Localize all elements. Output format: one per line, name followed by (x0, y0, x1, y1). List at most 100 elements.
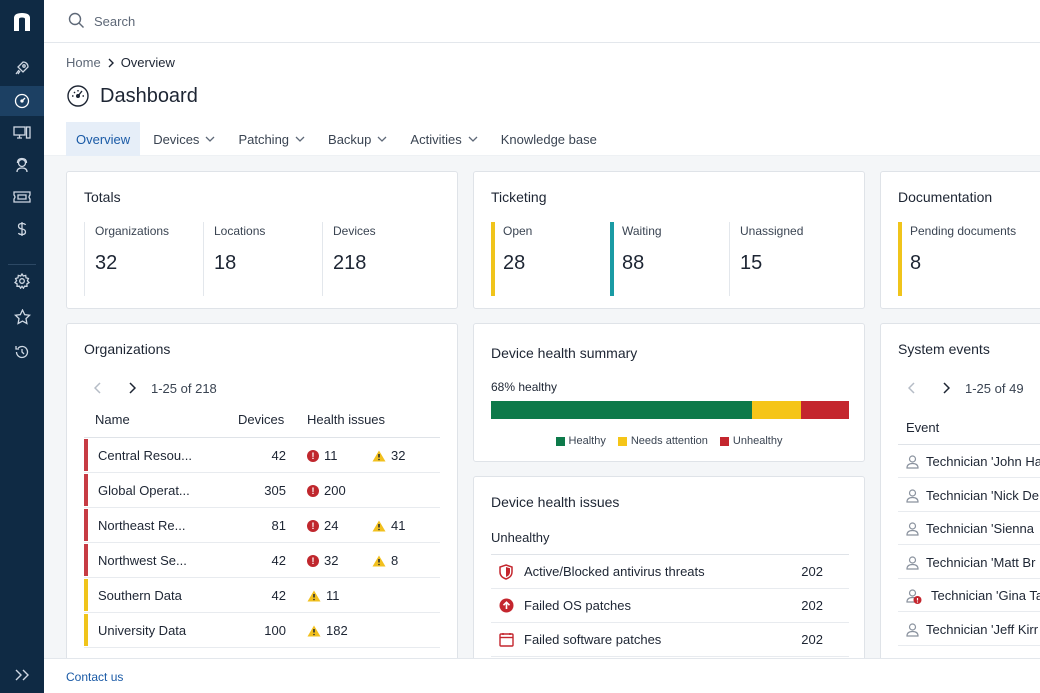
issue-count: 202 (801, 598, 823, 613)
contact-us-link[interactable]: Contact us (66, 670, 124, 684)
critical-issues[interactable]: ! 24 (307, 518, 338, 533)
rocket-icon[interactable] (0, 53, 44, 83)
warning-issues[interactable]: 11 (307, 588, 340, 603)
tab-backup[interactable]: Backup (318, 122, 397, 156)
stat-label: Pending documents (910, 224, 1017, 238)
org-name[interactable]: Southern Data (98, 588, 182, 603)
brand-logo[interactable] (0, 0, 44, 44)
system-events-title: System events (898, 341, 990, 357)
stat-pending-documents[interactable]: Pending documents 8 (898, 222, 1040, 296)
column-name[interactable]: Name (95, 412, 130, 427)
health-legend: Healthy Needs attention Unhealthy (474, 435, 864, 447)
sidebar-divider (8, 264, 36, 265)
legend-item: Needs attention (617, 435, 708, 447)
table-row[interactable]: Northeast Re... 81 ! 24 41 (84, 508, 440, 543)
tab-patching[interactable]: Patching (228, 122, 315, 156)
organizations-pager: 1-25 of 218 (87, 377, 217, 399)
warning-issues[interactable]: 182 (307, 623, 348, 638)
ticket-icon[interactable] (0, 182, 44, 212)
health-segment-needs-attention[interactable] (752, 401, 801, 419)
stat-waiting[interactable]: Waiting 88 (610, 222, 728, 296)
org-device-count: 305 (264, 483, 286, 498)
legend-swatch (555, 436, 565, 446)
org-name[interactable]: Northeast Re... (98, 518, 186, 533)
legend-item: Unhealthy (719, 435, 782, 447)
health-segment-unhealthy[interactable] (800, 401, 849, 419)
issue-label: Failed software patches (524, 632, 662, 647)
warning-issues[interactable]: 41 (372, 518, 405, 533)
documentation-card: Documentation Pending documents 8 (880, 171, 1040, 309)
stat-organizations[interactable]: Organizations 32 (84, 222, 202, 296)
list-item[interactable]: Technician 'Gina Ta (898, 579, 1040, 612)
status-accent (84, 579, 88, 611)
user-icon (906, 488, 919, 503)
stat-open[interactable]: Open 28 (491, 222, 609, 296)
chevron-right-icon (108, 58, 114, 67)
list-item[interactable]: Technician 'Matt Br (898, 546, 1040, 579)
dashboard-icon[interactable] (0, 86, 44, 116)
unhealthy-subtitle: Unhealthy (491, 530, 550, 545)
critical-issues[interactable]: ! 200 (307, 483, 346, 498)
org-name[interactable]: Central Resou... (98, 448, 192, 463)
critical-issues[interactable]: ! 32 (307, 553, 338, 568)
prev-page-icon[interactable] (901, 377, 923, 399)
device-health-issues-title: Device health issues (491, 494, 620, 510)
breadcrumb-home[interactable]: Home (66, 55, 101, 70)
tab-devices[interactable]: Devices (143, 122, 225, 156)
search-input[interactable] (94, 10, 494, 32)
warning-icon (307, 625, 321, 636)
issue-row-antivirus[interactable]: Active/Blocked antivirus threats 202 (491, 555, 849, 589)
issue-row-os-patches[interactable]: Failed OS patches 202 (491, 589, 849, 623)
stat-label: Devices (333, 224, 376, 238)
history-icon[interactable] (0, 337, 44, 367)
issue-label: Active/Blocked antivirus threats (524, 564, 705, 579)
table-row[interactable]: University Data 100 182 (84, 613, 440, 648)
favorites-star-icon[interactable] (0, 302, 44, 332)
tab-overview[interactable]: Overview (66, 122, 141, 156)
issue-row-software-patches[interactable]: Failed software patches 202 (491, 623, 849, 657)
column-devices[interactable]: Devices (238, 412, 285, 427)
org-name[interactable]: Northwest Se... (98, 553, 187, 568)
footer: Contact us (44, 658, 1040, 693)
chevron-down-icon (377, 136, 387, 142)
settings-gear-icon[interactable] (0, 266, 44, 296)
warning-issues[interactable]: 8 (372, 553, 398, 568)
devices-icon[interactable] (0, 118, 44, 148)
stat-devices[interactable]: Devices 218 (322, 222, 440, 296)
table-row[interactable]: Global Operat... 305 ! 200 (84, 473, 440, 508)
next-page-icon[interactable] (121, 377, 143, 399)
prev-page-icon[interactable] (87, 377, 109, 399)
health-segment-healthy[interactable] (491, 401, 753, 419)
list-item[interactable]: Technician 'Jeff Kirr (898, 613, 1040, 646)
health-stacked-bar[interactable] (491, 401, 849, 419)
chevron-down-icon (205, 136, 215, 142)
next-page-icon[interactable] (935, 377, 957, 399)
expand-sidebar-icon[interactable] (0, 660, 44, 690)
billing-dollar-icon[interactable] (0, 214, 44, 244)
warning-issues[interactable]: 32 (372, 448, 405, 463)
column-event[interactable]: Event (906, 420, 940, 435)
org-name[interactable]: University Data (98, 623, 187, 638)
list-item[interactable]: Technician 'John Ha (898, 445, 1040, 478)
table-row[interactable]: Northwest Se... 42 ! 32 8 (84, 543, 440, 578)
list-item[interactable]: Technician 'Sienna (898, 512, 1040, 545)
ticketing-title: Ticketing (491, 189, 547, 205)
organizations-table: Name Devices Health issues Central Resou… (84, 406, 440, 648)
column-health-issues[interactable]: Health issues (307, 412, 386, 427)
table-row[interactable]: Central Resou... 42 ! 11 32 (84, 438, 440, 473)
table-row[interactable]: Southern Data 42 11 (84, 578, 440, 613)
tab-knowledge-base[interactable]: Knowledge base (500, 131, 597, 147)
arrow-up-circle-icon (499, 598, 514, 613)
stat-locations[interactable]: Locations 18 (203, 222, 321, 296)
warning-icon (372, 450, 386, 461)
device-health-issues-card: Device health issues Unhealthy Active/Bl… (473, 476, 865, 668)
org-name[interactable]: Global Operat... (98, 483, 190, 498)
warning-icon (372, 555, 386, 566)
support-agent-icon[interactable] (0, 150, 44, 180)
list-item[interactable]: Technician 'Nick De (898, 479, 1040, 512)
page-header: Home Overview Dashboard Overview Devices… (44, 43, 1040, 156)
critical-issues[interactable]: ! 11 (307, 448, 338, 463)
organizations-card: Organizations 1-25 of 218 Name Devices H… (66, 323, 458, 668)
tab-activities[interactable]: Activities (400, 122, 487, 156)
stat-unassigned[interactable]: Unassigned 15 (729, 222, 847, 296)
